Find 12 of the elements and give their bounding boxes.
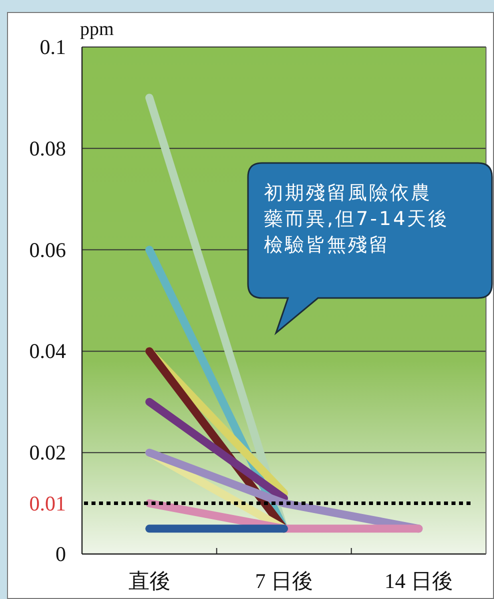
- y-tick-label: 0.1: [40, 35, 66, 59]
- annotation: 初期殘留風險依農藥而異,但7-14天後檢驗皆無殘留: [264, 181, 450, 258]
- y-tick-label: 0.06: [29, 238, 66, 262]
- y-tick-label: 0.04: [29, 339, 66, 364]
- x-tick-label: 7 日後: [255, 569, 313, 593]
- y-axis-title: ppm: [80, 19, 114, 40]
- x-tick-label: 直後: [128, 569, 170, 593]
- y-tick-label: 0: [56, 542, 66, 566]
- y-tick-label: 0.08: [29, 136, 66, 160]
- ref-line-label: 0.01: [29, 491, 66, 516]
- y-tick-label: 0.02: [29, 440, 66, 465]
- x-tick-label: 14 日後: [384, 569, 453, 593]
